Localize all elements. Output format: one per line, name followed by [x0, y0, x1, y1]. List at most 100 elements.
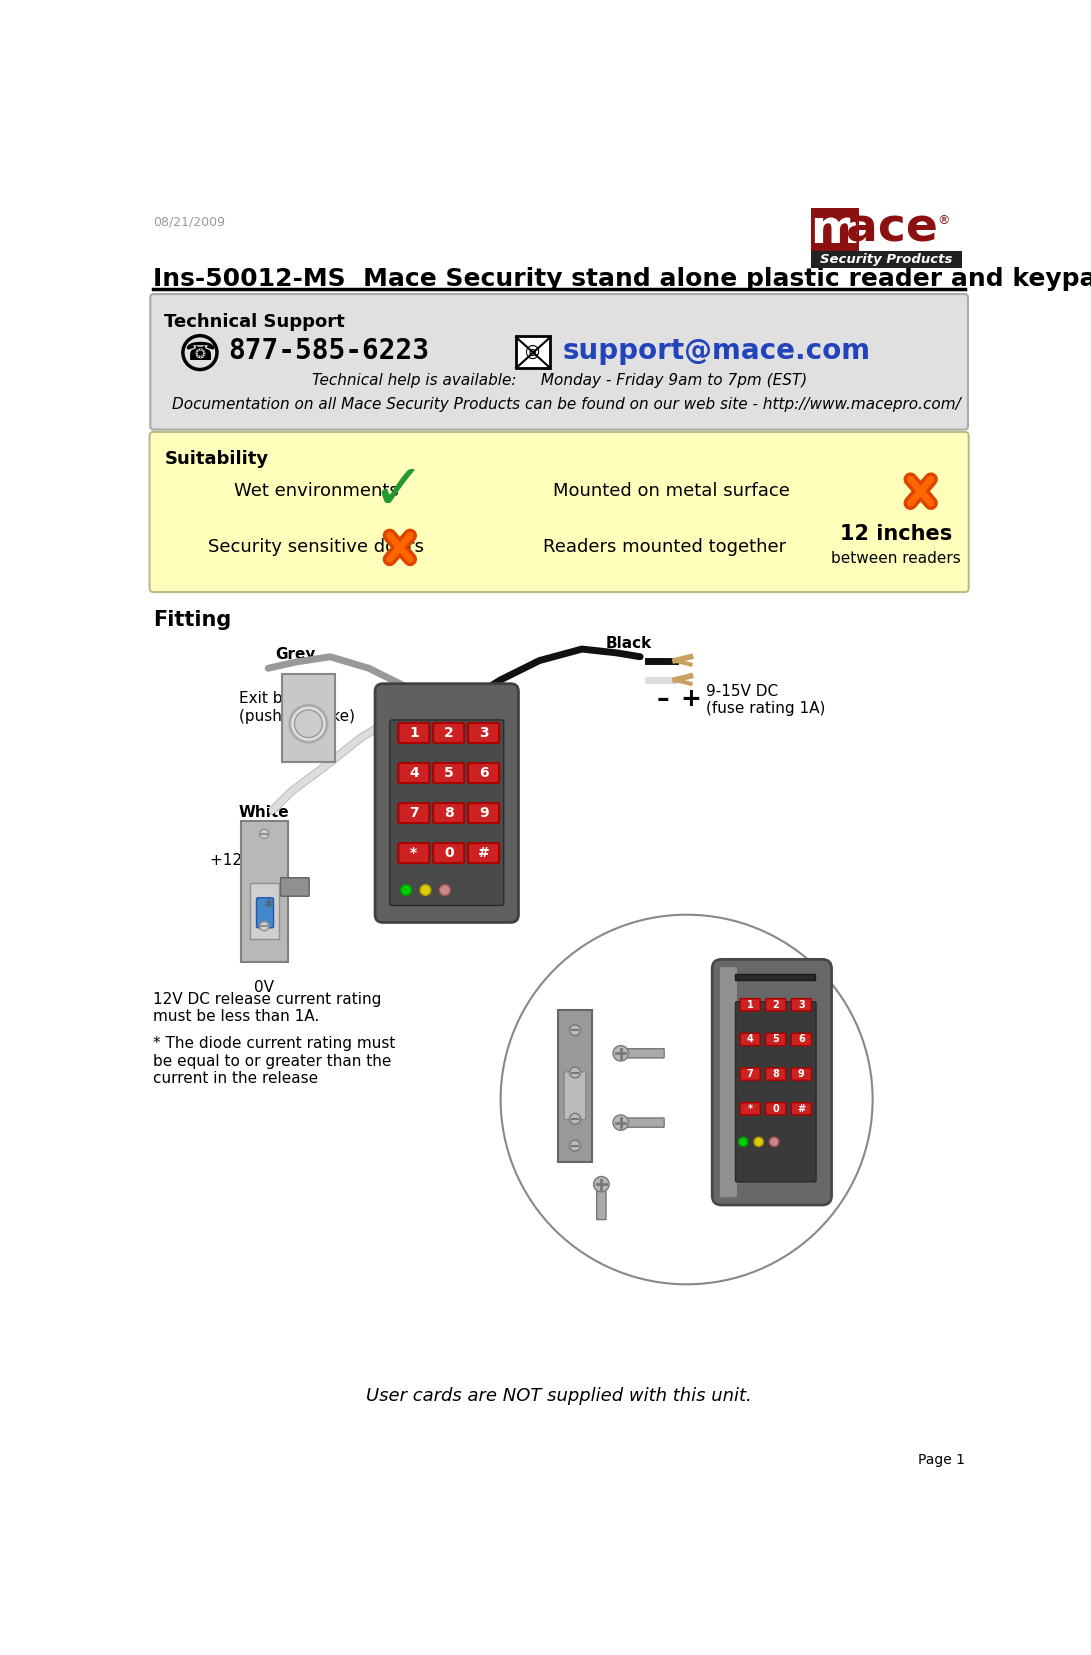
Circle shape — [501, 915, 873, 1284]
Circle shape — [570, 1114, 580, 1124]
FancyBboxPatch shape — [740, 998, 760, 1011]
Text: –: – — [657, 687, 670, 712]
Circle shape — [739, 1137, 747, 1147]
Text: *: * — [747, 1104, 753, 1114]
Text: Suitability: Suitability — [165, 450, 268, 468]
FancyBboxPatch shape — [151, 295, 968, 430]
FancyBboxPatch shape — [256, 897, 274, 928]
FancyBboxPatch shape — [468, 723, 499, 743]
FancyBboxPatch shape — [791, 998, 812, 1011]
Text: Exit button
(push to make): Exit button (push to make) — [239, 692, 355, 723]
Circle shape — [754, 1137, 764, 1147]
Text: Black: Black — [606, 636, 651, 650]
FancyBboxPatch shape — [620, 1119, 664, 1127]
Text: 6: 6 — [798, 1034, 805, 1044]
Text: 0V: 0V — [254, 980, 274, 995]
Text: Security sensitive doors: Security sensitive doors — [208, 538, 424, 556]
Text: 2: 2 — [772, 1000, 779, 1010]
Text: * The diode current rating must
be equal to or greater than the
current in the r: * The diode current rating must be equal… — [154, 1036, 396, 1086]
Text: User cards are NOT supplied with this unit.: User cards are NOT supplied with this un… — [365, 1387, 752, 1405]
FancyBboxPatch shape — [398, 763, 430, 783]
Circle shape — [570, 1140, 580, 1152]
Text: 6: 6 — [479, 766, 489, 780]
Text: Ins-50012-MS  Mace Security stand alone plastic reader and keypad: Ins-50012-MS Mace Security stand alone p… — [154, 268, 1091, 291]
Text: support@mace.com: support@mace.com — [563, 338, 871, 366]
Text: Wet environments: Wet environments — [233, 482, 398, 500]
FancyBboxPatch shape — [433, 842, 464, 864]
Text: 8: 8 — [772, 1069, 779, 1079]
FancyBboxPatch shape — [740, 1033, 760, 1046]
Text: 3: 3 — [479, 727, 489, 740]
Circle shape — [594, 1177, 609, 1192]
FancyBboxPatch shape — [735, 1001, 816, 1182]
Text: 7: 7 — [747, 1069, 754, 1079]
FancyBboxPatch shape — [766, 998, 786, 1011]
Text: 9: 9 — [798, 1069, 805, 1079]
FancyBboxPatch shape — [766, 1102, 786, 1115]
FancyBboxPatch shape — [791, 1067, 812, 1081]
Circle shape — [570, 1067, 580, 1077]
Text: 0: 0 — [772, 1104, 779, 1114]
Text: 9-15V DC
(fuse rating 1A): 9-15V DC (fuse rating 1A) — [706, 684, 826, 717]
Text: Mounted on metal surface: Mounted on metal surface — [553, 482, 790, 500]
Text: ace: ace — [846, 207, 938, 252]
Text: White: White — [239, 806, 289, 821]
Text: 9: 9 — [479, 806, 489, 821]
FancyBboxPatch shape — [564, 1072, 586, 1119]
FancyBboxPatch shape — [766, 1067, 786, 1081]
Circle shape — [400, 885, 411, 895]
Text: 1: 1 — [747, 1000, 754, 1010]
FancyBboxPatch shape — [720, 967, 738, 1197]
Text: *: * — [410, 846, 418, 861]
Text: Page 1: Page 1 — [918, 1453, 964, 1466]
Text: @: @ — [526, 344, 541, 359]
Text: +: + — [680, 687, 700, 712]
FancyBboxPatch shape — [433, 763, 464, 783]
Text: 12 inches: 12 inches — [840, 523, 952, 543]
Text: *: * — [263, 897, 273, 917]
Text: Fitting: Fitting — [154, 609, 231, 631]
Text: Grey: Grey — [275, 647, 315, 662]
FancyBboxPatch shape — [712, 960, 831, 1205]
FancyBboxPatch shape — [241, 821, 288, 963]
FancyBboxPatch shape — [740, 1067, 760, 1081]
FancyBboxPatch shape — [398, 723, 430, 743]
Text: 08/21/2009: 08/21/2009 — [154, 215, 226, 228]
Text: 7: 7 — [409, 806, 419, 821]
Text: 8: 8 — [444, 806, 454, 821]
Text: 5: 5 — [772, 1034, 779, 1044]
Circle shape — [420, 885, 431, 895]
Text: 877-585-6223: 877-585-6223 — [229, 338, 430, 366]
FancyBboxPatch shape — [468, 763, 499, 783]
Text: 1: 1 — [409, 727, 419, 740]
Circle shape — [613, 1046, 628, 1061]
Text: 0: 0 — [444, 846, 454, 861]
Text: ☎: ☎ — [184, 341, 216, 364]
FancyBboxPatch shape — [398, 803, 430, 823]
Circle shape — [769, 1137, 779, 1147]
FancyBboxPatch shape — [791, 1102, 812, 1115]
Text: 2: 2 — [444, 727, 454, 740]
Text: Documentation on all Mace Security Products can be found on our web site - http:: Documentation on all Mace Security Produ… — [172, 397, 961, 412]
Text: Readers mounted together: Readers mounted together — [543, 538, 787, 556]
FancyBboxPatch shape — [791, 1033, 812, 1046]
Circle shape — [440, 885, 451, 895]
FancyBboxPatch shape — [766, 1033, 786, 1046]
FancyBboxPatch shape — [620, 1049, 664, 1058]
Text: Technical help is available:     Monday - Friday 9am to 7pm (EST): Technical help is available: Monday - Fr… — [312, 372, 806, 387]
Text: Security Products: Security Products — [820, 253, 952, 266]
Text: 3: 3 — [798, 1000, 805, 1010]
FancyBboxPatch shape — [398, 842, 430, 864]
Circle shape — [570, 1024, 580, 1036]
Text: #: # — [478, 846, 490, 861]
Text: +12V DC: +12V DC — [209, 854, 279, 869]
Text: 4: 4 — [747, 1034, 754, 1044]
FancyBboxPatch shape — [811, 209, 859, 253]
FancyBboxPatch shape — [740, 1102, 760, 1115]
FancyBboxPatch shape — [468, 842, 499, 864]
Text: m: m — [811, 207, 860, 253]
Text: 4: 4 — [409, 766, 419, 780]
Circle shape — [260, 922, 268, 930]
Text: Technical Support: Technical Support — [165, 313, 345, 331]
FancyBboxPatch shape — [375, 684, 518, 922]
